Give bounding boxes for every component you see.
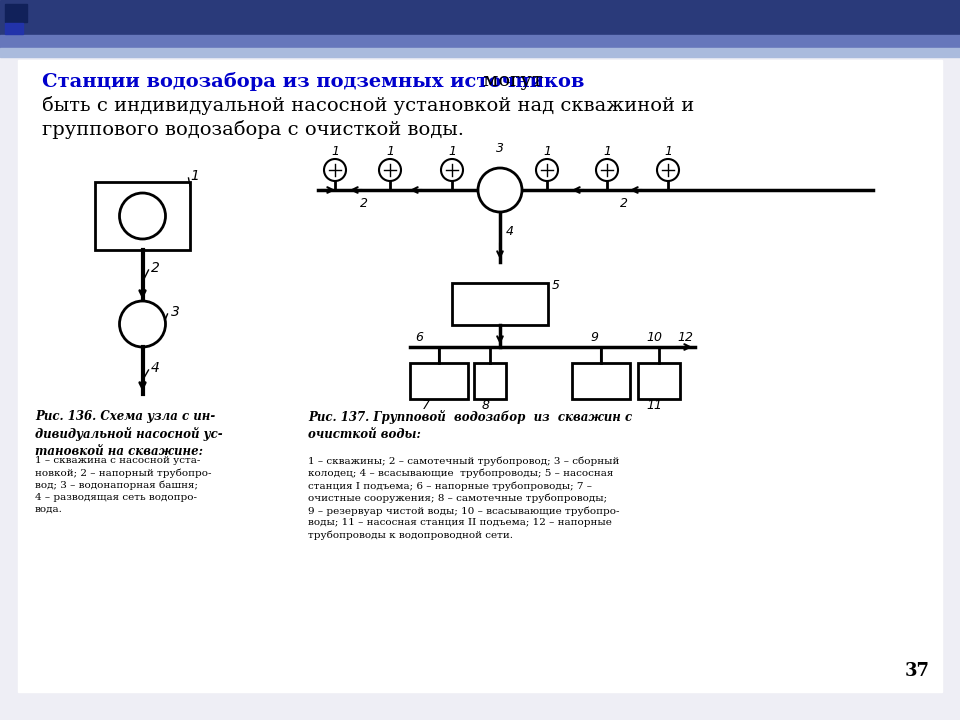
Text: 1 – скважины; 2 – самотечный трубопровод; 3 – сборный
колодец; 4 – всасывающие  : 1 – скважины; 2 – самотечный трубопровод… xyxy=(308,456,619,540)
Text: 37: 37 xyxy=(905,662,930,680)
Circle shape xyxy=(379,159,401,181)
Text: Рис. 136. Схема узла с ин-
дивидуальной насосной ус-
тановкой на скважине:: Рис. 136. Схема узла с ин- дивидуальной … xyxy=(35,410,223,459)
Text: 2: 2 xyxy=(360,197,368,210)
Circle shape xyxy=(536,159,558,181)
Text: 12: 12 xyxy=(677,331,693,344)
Bar xyxy=(474,363,506,399)
Text: 1 – скважина с насосной уста-
новкой; 2 – напорный трубопро-
вод; 3 – водонапорн: 1 – скважина с насосной уста- новкой; 2 … xyxy=(35,456,211,513)
Text: могут: могут xyxy=(477,72,542,90)
Text: 3: 3 xyxy=(171,305,180,319)
Text: 1: 1 xyxy=(448,145,456,158)
Text: 10: 10 xyxy=(646,331,662,344)
Bar xyxy=(572,363,630,399)
Text: 11: 11 xyxy=(646,399,662,412)
Circle shape xyxy=(657,159,679,181)
Bar xyxy=(452,283,548,325)
Bar xyxy=(18,60,942,692)
Text: 3: 3 xyxy=(496,142,504,155)
Bar xyxy=(410,363,468,399)
Circle shape xyxy=(119,193,165,239)
Text: 2: 2 xyxy=(151,261,159,275)
Text: 6: 6 xyxy=(415,331,423,344)
Bar xyxy=(0,48,960,57)
Text: группового водозабора с очисткой воды.: группового водозабора с очисткой воды. xyxy=(42,120,464,139)
Text: 7: 7 xyxy=(422,399,430,412)
Text: 2: 2 xyxy=(620,197,628,210)
Text: 1: 1 xyxy=(190,169,200,183)
Circle shape xyxy=(324,159,346,181)
Bar xyxy=(638,363,680,399)
Bar xyxy=(5,4,27,22)
Text: 9: 9 xyxy=(590,331,598,344)
Text: 1: 1 xyxy=(603,145,611,158)
Bar xyxy=(0,0,960,35)
Text: 5: 5 xyxy=(552,279,560,292)
Text: Станции водозабора из подземных источников: Станции водозабора из подземных источник… xyxy=(42,72,585,91)
Text: 1: 1 xyxy=(664,145,672,158)
Bar xyxy=(0,35,960,48)
Circle shape xyxy=(596,159,618,181)
Text: 4: 4 xyxy=(506,225,514,238)
Text: 8: 8 xyxy=(482,399,490,412)
Circle shape xyxy=(119,301,165,347)
Circle shape xyxy=(441,159,463,181)
Text: Рис. 137. Групповой  водозабор  из  скважин с
очисткой воды:: Рис. 137. Групповой водозабор из скважин… xyxy=(308,410,632,441)
Text: быть с индивидуальной насосной установкой над скважиной и: быть с индивидуальной насосной установко… xyxy=(42,96,694,115)
Text: 1: 1 xyxy=(386,145,394,158)
Text: 1: 1 xyxy=(543,145,551,158)
Text: 1: 1 xyxy=(331,145,339,158)
Circle shape xyxy=(478,168,522,212)
Bar xyxy=(95,182,190,250)
Bar xyxy=(5,23,23,34)
Text: 4: 4 xyxy=(151,361,159,375)
